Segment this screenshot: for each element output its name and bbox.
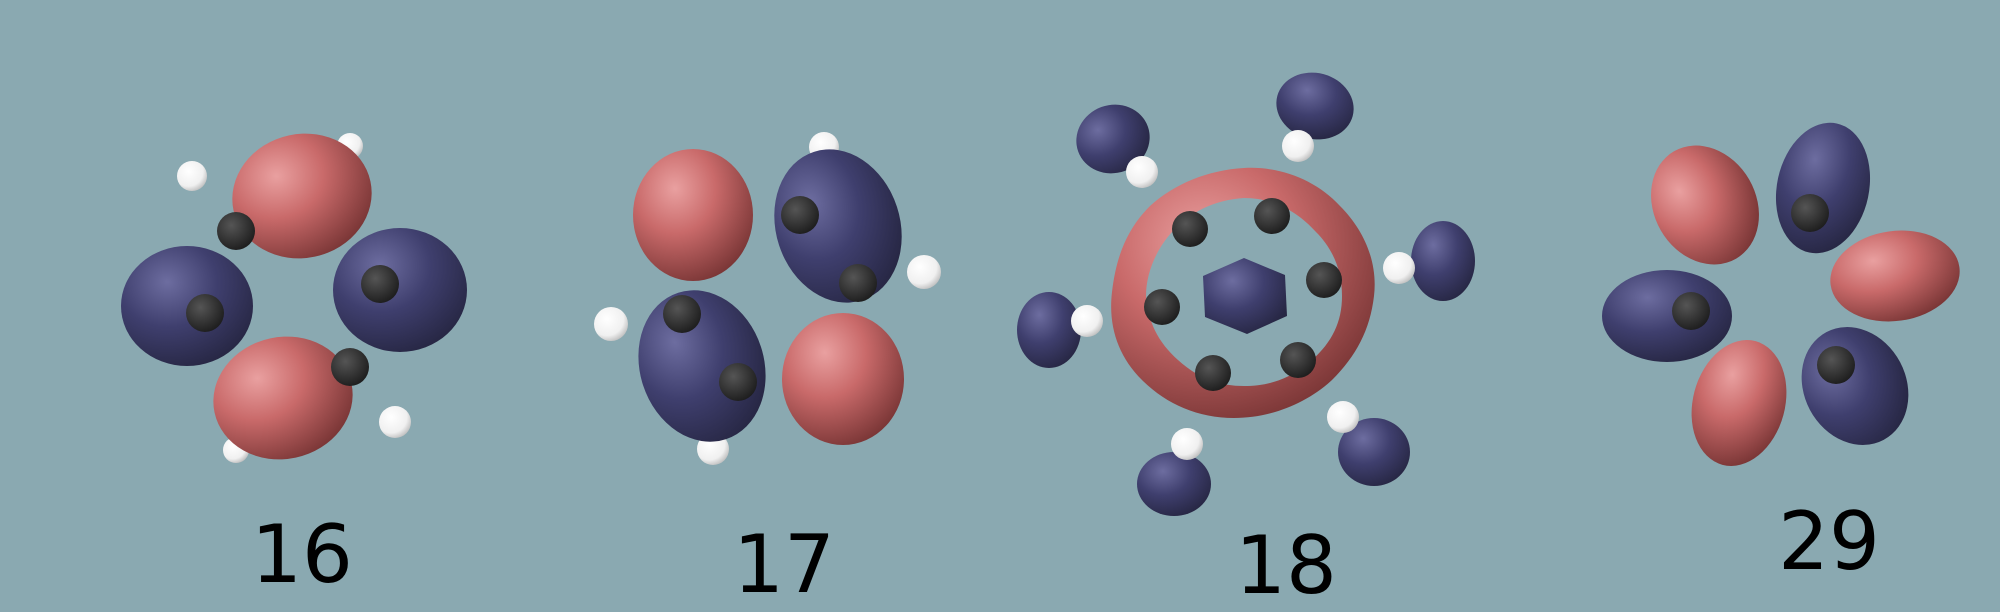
- positive-lobe: [1830, 230, 1960, 322]
- hydrogen-atom: [907, 255, 941, 289]
- hydrogen-atom: [1383, 252, 1415, 284]
- carbon-atom: [1817, 346, 1855, 384]
- carbon-atom: [1791, 194, 1829, 232]
- hydrogen-atom: [177, 161, 207, 191]
- hydrogen-atom: [1126, 156, 1158, 188]
- negative-lobe: [1276, 72, 1354, 140]
- negative-lobe: [774, 149, 902, 303]
- orbital-18: [1017, 72, 1475, 516]
- hydrogen-atom: [1071, 305, 1103, 337]
- carbon-atom: [839, 264, 877, 302]
- orbital-label-17: 17: [733, 518, 835, 611]
- carbon-atom: [1672, 292, 1710, 330]
- hydrogen-atom: [594, 307, 628, 341]
- carbon-atom: [331, 348, 369, 386]
- hydrogen-atom: [1282, 130, 1314, 162]
- orbital-16: [121, 133, 467, 463]
- hydrogen-atom: [1327, 401, 1359, 433]
- orbital-label-29: 29: [1778, 495, 1880, 588]
- carbon-atom: [663, 295, 701, 333]
- carbon-atom: [361, 265, 399, 303]
- carbon-atom: [719, 363, 757, 401]
- carbon-atom: [1254, 198, 1290, 234]
- carbon-atom: [1306, 262, 1342, 298]
- carbon-atom: [186, 294, 224, 332]
- negative-lobe: [333, 228, 467, 352]
- carbon-atom: [1172, 211, 1208, 247]
- carbon-atom: [1195, 355, 1231, 391]
- negative-lobe: [1137, 452, 1211, 516]
- negative-lobe: [1801, 327, 1909, 445]
- hydrogen-atom: [379, 406, 411, 438]
- negative-lobe: [1411, 221, 1475, 301]
- orbital-label-18: 18: [1235, 519, 1337, 612]
- negative-center-lobe: [1203, 258, 1287, 334]
- negative-lobe: [121, 246, 253, 366]
- carbon-atom: [217, 212, 255, 250]
- negative-lobe: [1602, 270, 1732, 362]
- orbital-29: [1602, 122, 1960, 466]
- negative-lobe: [638, 290, 766, 442]
- orbital-label-16: 16: [251, 508, 353, 601]
- carbon-atom: [1280, 342, 1316, 378]
- carbon-atom: [1144, 289, 1180, 325]
- positive-lobe: [1651, 145, 1759, 265]
- hydrogen-atom: [1171, 428, 1203, 460]
- orbital-17: [594, 132, 941, 465]
- negative-lobe: [1076, 104, 1150, 174]
- carbon-atom: [781, 196, 819, 234]
- positive-lobe: [1691, 340, 1787, 466]
- negative-lobe: [1017, 292, 1081, 368]
- positive-lobe: [213, 336, 353, 460]
- negative-lobe: [1338, 418, 1410, 486]
- positive-lobe: [633, 149, 753, 281]
- positive-lobe: [782, 313, 904, 445]
- positive-lobe: [232, 133, 372, 259]
